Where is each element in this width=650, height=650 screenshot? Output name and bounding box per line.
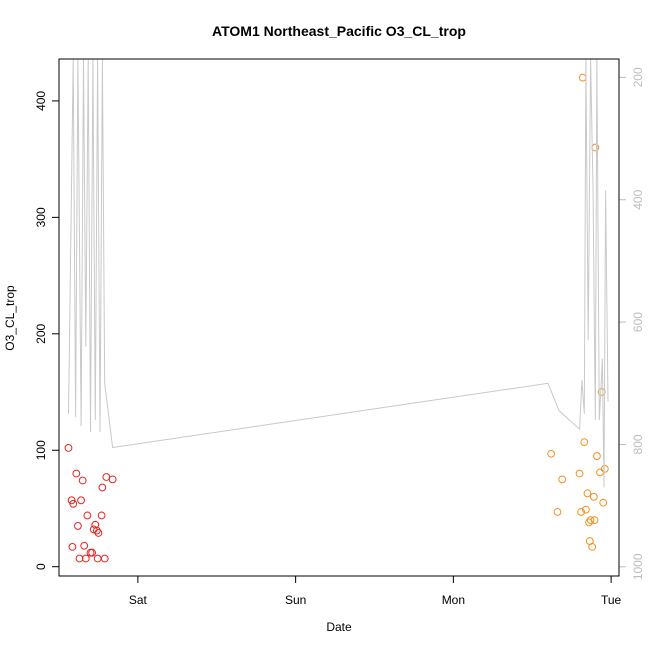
y2-tick-label: 1000	[631, 553, 645, 580]
series-line-2	[68, 59, 609, 488]
data-point	[547, 449, 556, 458]
data-point	[68, 542, 77, 551]
data-point	[100, 554, 109, 563]
data-point	[597, 388, 606, 396]
y-tick-label: 400	[34, 91, 48, 111]
data-point	[94, 529, 103, 537]
y-axis-label: O3_CL_trop	[3, 285, 17, 351]
x-axis-label: Date	[326, 620, 352, 634]
data-point	[98, 483, 107, 492]
data-point	[580, 438, 589, 446]
data-point	[88, 548, 97, 557]
y2-tick-label: 400	[631, 189, 645, 209]
data-point	[558, 475, 567, 484]
data-point	[81, 554, 90, 563]
y2-tick-label: 200	[631, 67, 645, 87]
data-point	[108, 475, 117, 484]
data-point	[575, 469, 584, 478]
y-tick-label: 300	[34, 207, 48, 227]
x-tick-label: Sun	[285, 593, 306, 607]
data-point	[83, 511, 92, 520]
data-point	[77, 496, 85, 505]
x-tick-label: Mon	[442, 593, 465, 607]
data-point	[80, 541, 89, 550]
data-point	[74, 522, 82, 530]
data-point	[553, 508, 562, 516]
x-tick-label: Tue	[601, 593, 622, 607]
data-point	[67, 496, 76, 505]
data-point	[581, 505, 590, 514]
chart-title: ATOM1 Northeast_Pacific O3_CL_trop	[212, 23, 466, 39]
data-point	[577, 508, 586, 516]
data-point	[593, 452, 601, 460]
data-point	[97, 511, 106, 520]
data-point	[589, 492, 598, 501]
data-point	[78, 476, 87, 485]
x-tick-label: Sat	[129, 593, 148, 607]
data-point	[590, 516, 599, 525]
data-point	[599, 498, 608, 507]
series-layer	[64, 59, 609, 563]
data-point	[72, 469, 81, 478]
data-point	[91, 520, 100, 529]
data-point	[600, 464, 609, 473]
y-tick-label: 100	[34, 440, 48, 460]
y2-tick-label: 600	[631, 312, 645, 332]
y-tick-label: 0	[34, 563, 48, 570]
data-point	[92, 526, 101, 535]
y2-tick-label: 800	[631, 434, 645, 454]
data-point	[64, 444, 73, 452]
y-tick-label: 200	[34, 323, 48, 343]
data-point	[588, 542, 597, 551]
data-point	[586, 516, 595, 525]
data-point	[69, 499, 78, 508]
data-point	[583, 489, 592, 498]
plot-frame	[58, 58, 620, 577]
